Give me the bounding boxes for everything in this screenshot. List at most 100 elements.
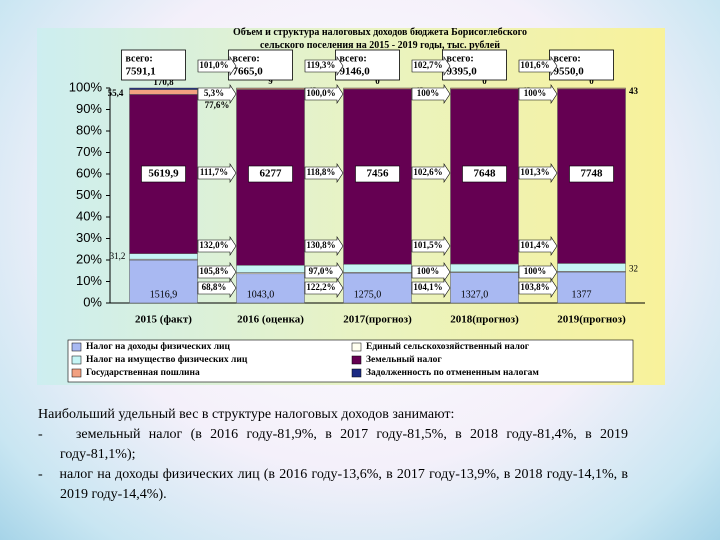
total-caption: всего: [554,53,581,64]
total-box [442,49,507,81]
growth-arrow [411,236,451,256]
growth-arrow [518,163,558,183]
chart-title: Объем и структура налоговых доходов бюдж… [233,27,527,51]
growth-arrow [304,278,344,298]
bar-segment [129,89,198,95]
growth-label: 100% [417,88,440,98]
legend-label: Государственная пошлина [86,368,200,378]
data-label: 0 [589,76,594,86]
total-caption: всего: [447,53,474,64]
growth-arrow [518,262,558,282]
y-tick-label: 20% [76,251,102,266]
x-tick-label: 2016 (оценка) [237,314,304,326]
legend-swatch [351,368,362,378]
data-label: 55,4 [108,88,124,98]
legend-swatch [71,368,82,378]
data-label: 1377 [572,289,592,300]
x-tick-label: 2017(прогноз) [343,314,412,326]
data-label: 1275,0 [354,289,382,300]
growth-label: 104,1% [413,282,442,292]
data-label: 5619,9 [148,168,179,180]
data-label: 170,8 [153,77,174,87]
growth-label: 77,6% [205,100,230,110]
growth-arrow [518,278,558,298]
data-label: 0 [375,76,380,86]
y-tick-label: 90% [76,101,102,116]
bar-segment [557,271,626,304]
y-tick-label: 0% [83,294,102,309]
legend-swatch [351,355,362,365]
list-item: - налог на доходы физических лиц (в 2016… [38,467,628,502]
growth-label: 111,7% [200,167,228,177]
data-label: 1327,0 [461,289,489,300]
chart: Объем и структура налоговых доходов бюдж… [37,27,665,385]
growth-label: 118,8% [307,167,336,177]
total-value: 7665,0 [233,66,264,78]
growth-label: 5,3% [204,88,224,98]
legend-label: Налог на имущество физических лиц [86,354,248,365]
y-tick-label: 10% [76,273,102,288]
bar-segment [129,87,198,90]
bar-segment [236,273,305,304]
growth-arrow [197,262,237,282]
total-value: 9146,0 [340,66,371,78]
legend-swatch [351,342,362,352]
bar-segment [557,87,626,90]
document-text: Наибольший удельный вес в структуре нало… [38,405,628,505]
data-label: 0 [482,76,487,86]
bar-segment [343,87,412,90]
x-tick-label: 2019(прогноз) [557,314,626,326]
growth-label: 100% [417,266,440,276]
growth-label: 97,0% [309,266,334,276]
growth-arrow [518,84,558,104]
total-value: 9395,0 [447,66,478,78]
bar-segment [450,87,519,90]
data-label: 7456 [367,168,390,180]
growth-label: 101,5% [413,240,442,250]
data-label: 43 [629,86,639,96]
legend-swatch [71,342,82,352]
growth-arrow [411,262,451,282]
x-tick-label: 2018(прогноз) [450,314,519,326]
y-tick-label: 80% [76,122,102,137]
growth-arrow [304,163,344,183]
x-tick-label: 2015 (факт) [135,314,192,326]
total-value: 7591,1 [126,66,156,78]
growth-label: 103,8% [520,282,549,292]
growth-label: 105,8% [199,266,228,276]
growth-label: 102,6% [413,167,442,177]
growth-label: 122,2% [306,282,335,292]
item-text: земельный налог (в 2016 году-81,9%, в 20… [60,427,628,462]
label-box [569,165,614,183]
legend-label: Земельный налог [366,354,442,365]
legend-label: Налог на доходы физических лиц [86,341,230,352]
total-box [335,49,400,81]
growth-label: 132,0% [199,240,228,250]
total-box [549,49,614,81]
growth-arrow [411,84,451,104]
heading: Наибольший удельный вес в структуре нало… [38,407,455,422]
growth-arrow [197,278,237,298]
data-label: 9 [268,76,273,86]
growth-label: 100% [524,266,547,276]
label-box [248,165,293,183]
y-tick-label: 30% [76,230,102,245]
legend-label: Единый сельскохозяйственный налог [366,341,530,352]
data-label: 32 [629,263,638,273]
data-label: 7648 [474,168,497,180]
growth-arrow [197,56,237,76]
data-label: 7748 [581,168,604,180]
growth-arrow [518,56,558,76]
growth-label: 68,8% [202,282,227,292]
data-label: 1043,0 [247,289,275,300]
growth-label: 102,7% [413,60,442,70]
growth-arrow [304,262,344,282]
legend-label: Задолженность по отмененным налогам [366,368,539,378]
growth-arrow [304,56,344,76]
growth-label: 100% [524,88,547,98]
growth-arrow [304,236,344,256]
y-tick-label: 40% [76,208,102,223]
y-tick-label: 60% [76,165,102,180]
growth-arrow [197,163,237,183]
